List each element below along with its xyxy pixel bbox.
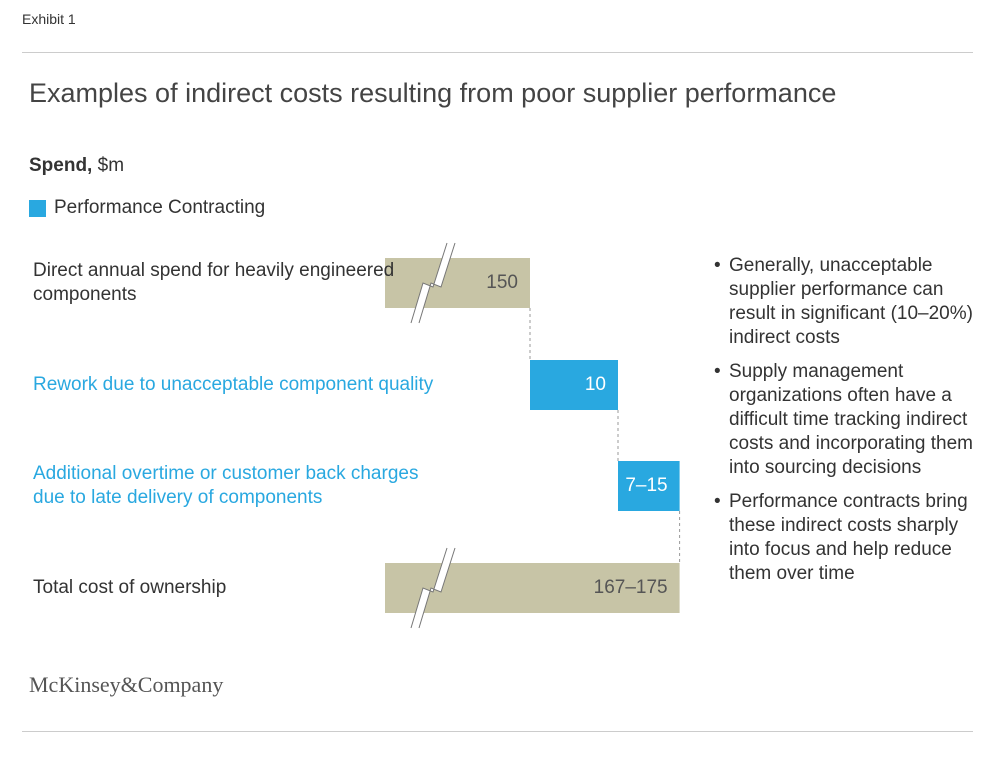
value-label: 150 (486, 272, 518, 293)
note: Generally, unacceptable supplier perform… (714, 254, 977, 350)
axis-break-edge (410, 547, 448, 629)
category-label: Total cost of ownership (33, 577, 227, 598)
category-label: Additional overtime or customer back cha… (33, 463, 419, 508)
legend-label: Performance Contracting (54, 197, 266, 218)
legend: Performance Contracting (29, 197, 265, 219)
footer-logo: McKinsey&Company (29, 672, 224, 697)
bar (385, 258, 530, 308)
bar (618, 461, 680, 511)
unit: Spend, $m (29, 155, 124, 177)
chart-title: Examples of indirect costs resulting fro… (29, 78, 837, 108)
category-label: Rework due to unacceptable component qua… (33, 374, 434, 395)
category-label: Direct annual spend for heavily engineer… (33, 260, 395, 305)
unit-value: $m (97, 155, 125, 176)
axis-break-edge (418, 547, 456, 629)
unit-label: Spend, (29, 155, 93, 176)
rule (22, 52, 973, 53)
note: Supply management organizations often ha… (714, 360, 977, 480)
notes: Generally, unacceptable supplier perform… (712, 254, 977, 596)
value-label: 7–15 (625, 475, 667, 496)
legend-swatch (29, 199, 46, 217)
axis-break-edge (418, 242, 456, 324)
rule (22, 731, 973, 732)
axis-break (411, 548, 455, 628)
exhibit-label: Exhibit 1 (22, 11, 76, 27)
value-label: 10 (585, 374, 606, 395)
bar (530, 360, 618, 410)
value-label: 167–175 (594, 577, 668, 598)
axis-break-edge (410, 242, 448, 324)
note: Performance contracts bring these indire… (714, 490, 977, 586)
axis-break (411, 243, 455, 323)
